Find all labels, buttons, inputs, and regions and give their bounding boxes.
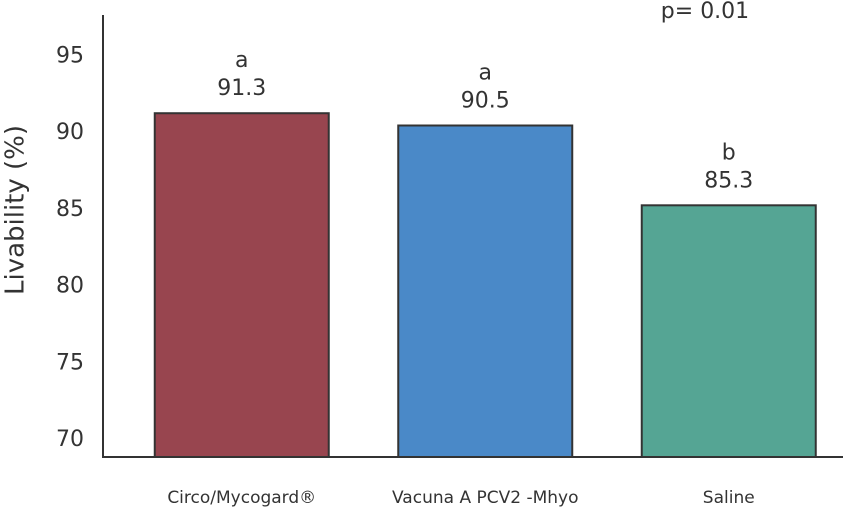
x-tick-label: Saline <box>703 488 755 508</box>
y-tick-label: 75 <box>56 350 84 375</box>
bar <box>153 112 330 458</box>
value-label: 91.3 <box>217 76 266 101</box>
y-axis-label: Livability (%) <box>1 125 31 295</box>
bar <box>397 124 574 458</box>
y-tick-label: 90 <box>56 120 84 145</box>
significance-letter: a <box>479 61 492 86</box>
significance-letter: a <box>235 48 248 73</box>
value-label: 85.3 <box>704 168 753 193</box>
y-tick-label: 80 <box>56 274 84 299</box>
bar <box>640 204 817 458</box>
y-tick-label: 85 <box>56 197 84 222</box>
p-value: p= 0.01 <box>661 0 749 24</box>
value-label: 90.5 <box>461 89 510 114</box>
y-tick-label: 95 <box>56 43 84 68</box>
y-tick-label: 70 <box>56 427 84 452</box>
x-tick-label: Circo/Mycogard® <box>167 488 316 508</box>
x-tick-label: Vacuna A PCV2 -Mhyo <box>392 488 579 508</box>
significance-letter: b <box>722 140 736 165</box>
